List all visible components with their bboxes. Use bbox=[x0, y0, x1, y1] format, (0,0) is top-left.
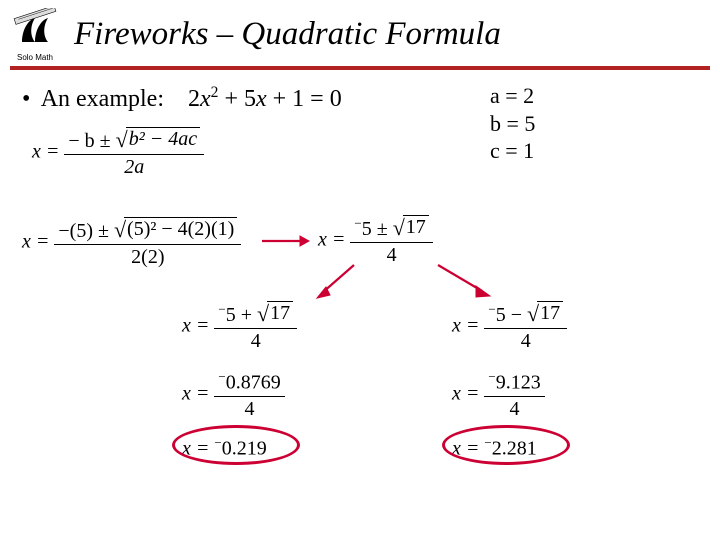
example-line: • An example: 2x2 + 5x + 1 = 0 bbox=[22, 84, 698, 113]
arrow-branch-left bbox=[314, 261, 358, 301]
left-step2: x = −0.8769 4 bbox=[182, 369, 285, 421]
slide-header: Solo Math Fireworks – Quadratic Formula bbox=[0, 0, 720, 62]
left-step1: x = −5 + √17 4 bbox=[182, 301, 297, 353]
step-simplified: x = −5 ± √17 4 bbox=[318, 215, 433, 267]
example-label: An example: bbox=[41, 86, 164, 112]
right-step2: x = −9.123 4 bbox=[452, 369, 545, 421]
slide-title: Fireworks – Quadratic Formula bbox=[74, 8, 501, 53]
coeff-a: a = 2 bbox=[490, 82, 535, 110]
solo-math-logo: Solo Math bbox=[8, 8, 62, 62]
math-area: x = − b ± √b² − 4ac 2a x = −(5) ± √(5)² … bbox=[22, 121, 698, 531]
arrow-branch-right bbox=[432, 261, 492, 301]
left-answer-circle bbox=[172, 425, 300, 465]
slide-body: • An example: 2x2 + 5x + 1 = 0 a = 2 b =… bbox=[0, 70, 720, 545]
arrow-simplify bbox=[260, 233, 310, 249]
step-substituted: x = −(5) ± √(5)² − 4(2)(1) 2(2) bbox=[22, 217, 241, 269]
formula: x = − b ± √b² − 4ac 2a bbox=[32, 127, 204, 179]
right-answer-circle bbox=[442, 425, 570, 465]
example-equation: 2x2 + 5x + 1 = 0 bbox=[188, 84, 342, 113]
logo-text: Solo Math bbox=[17, 53, 53, 62]
right-step1: x = −5 − √17 4 bbox=[452, 301, 567, 353]
